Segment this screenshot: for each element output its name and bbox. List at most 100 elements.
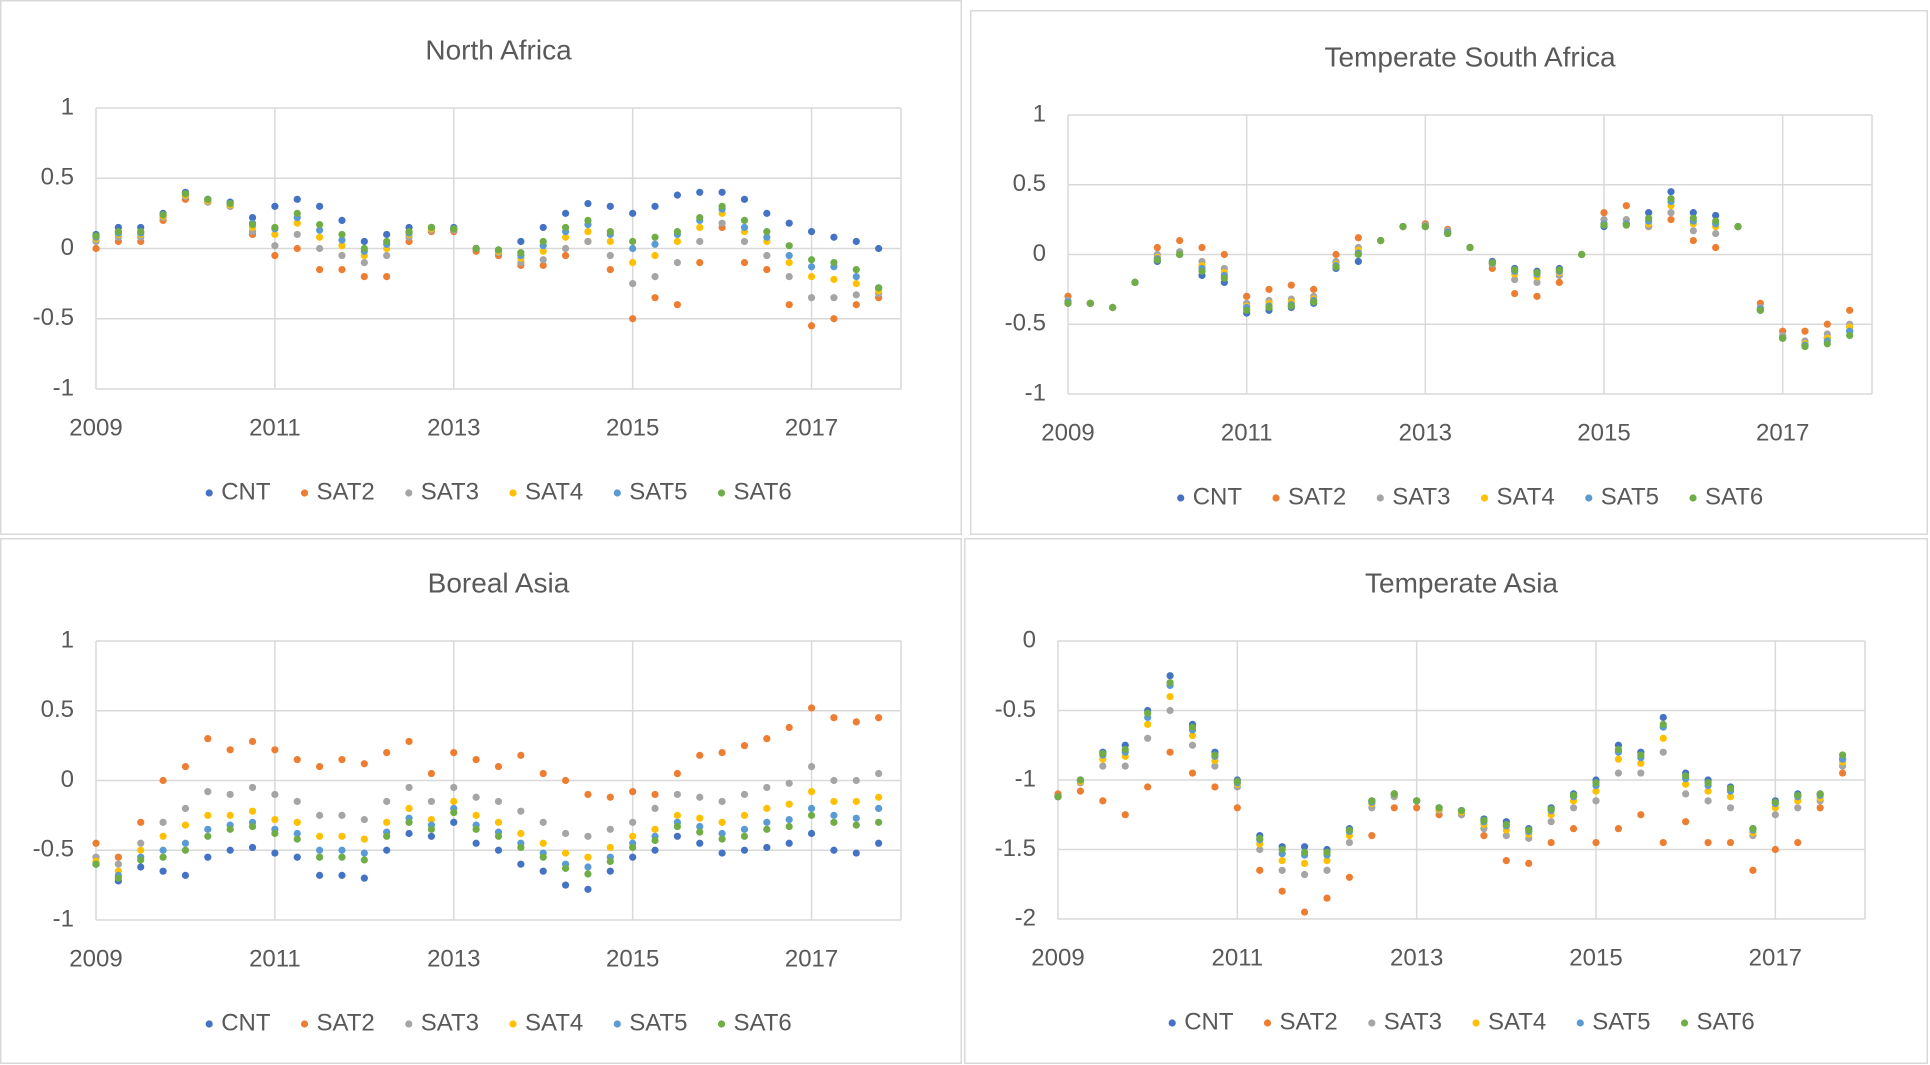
legend-marker	[1368, 1019, 1376, 1027]
data-point	[383, 818, 391, 826]
data-point	[718, 797, 726, 806]
data-point	[561, 881, 570, 889]
chart-panel: Temperate South Africa -1 -0.5 0 0.5 1 2009 201…	[970, 10, 1928, 535]
data-point	[561, 776, 570, 785]
data-point	[1771, 798, 1779, 806]
data-point	[1637, 811, 1645, 819]
data-point	[875, 714, 883, 722]
data-point	[584, 885, 592, 893]
legend-label: SAT6	[1705, 483, 1763, 510]
data-point	[1726, 793, 1735, 801]
data-point	[405, 783, 413, 792]
data-point	[584, 237, 592, 246]
chart-title: Temperate Asia	[1365, 567, 1558, 598]
data-point	[92, 860, 100, 868]
y-tick-label: 0	[61, 766, 74, 793]
data-point	[629, 853, 637, 861]
data-point	[1176, 250, 1184, 259]
data-point	[1198, 243, 1206, 252]
data-point	[830, 294, 838, 302]
data-point	[1144, 783, 1152, 791]
data-point	[517, 807, 525, 815]
data-point	[1054, 793, 1062, 801]
data-point	[1704, 797, 1712, 805]
data-point	[606, 202, 614, 210]
data-point	[383, 251, 391, 260]
data-point	[763, 783, 771, 792]
data-point	[584, 832, 592, 840]
y-tick-label: -0.5	[1005, 310, 1046, 337]
data-point	[561, 849, 570, 857]
data-point	[383, 846, 391, 854]
data-point	[584, 870, 592, 878]
data-point	[293, 244, 301, 253]
data-point	[740, 846, 749, 854]
data-point	[1659, 838, 1667, 847]
data-point	[1794, 804, 1802, 812]
data-point	[1233, 777, 1241, 785]
data-point	[1622, 221, 1630, 229]
data-point	[1086, 299, 1094, 307]
data-point	[226, 825, 234, 833]
legend-label: SAT3	[421, 478, 479, 505]
data-point	[1689, 209, 1697, 217]
data-point	[1121, 811, 1129, 819]
data-point	[316, 853, 324, 861]
data-point	[405, 818, 413, 826]
legend-marker	[300, 489, 309, 497]
data-point	[338, 832, 346, 840]
data-point	[561, 209, 570, 217]
data-point	[1166, 748, 1174, 756]
data-point	[181, 846, 190, 854]
data-point	[204, 735, 212, 743]
data-point	[1838, 769, 1847, 777]
data-point	[293, 219, 301, 227]
data-point	[316, 265, 324, 274]
data-point	[517, 237, 525, 246]
data-point	[271, 829, 279, 838]
data-point	[629, 788, 637, 796]
data-point	[360, 874, 368, 882]
data-point	[517, 751, 525, 759]
data-point	[1502, 832, 1510, 840]
data-point	[427, 815, 436, 824]
data-point	[740, 237, 749, 246]
data-point	[1659, 720, 1667, 729]
data-point	[606, 843, 614, 852]
data-point	[1771, 845, 1779, 854]
data-point	[1166, 693, 1174, 701]
data-point	[1614, 755, 1623, 763]
legend-label: SAT5	[1592, 1008, 1650, 1035]
data-point	[316, 233, 324, 241]
data-point	[852, 776, 860, 785]
data-point	[248, 843, 257, 852]
data-point	[1712, 217, 1720, 225]
legend-marker	[1168, 1019, 1176, 1027]
legend-label: SAT3	[1384, 1008, 1442, 1035]
data-point	[763, 825, 771, 833]
legend-marker	[1680, 1019, 1689, 1027]
data-point	[1287, 302, 1295, 310]
data-point	[785, 815, 793, 824]
data-point	[584, 790, 592, 799]
data-point	[763, 804, 771, 813]
data-point	[427, 825, 436, 833]
data-point	[807, 228, 816, 236]
data-point	[1287, 281, 1295, 289]
data-point	[1533, 269, 1541, 277]
data-point	[651, 846, 659, 854]
data-point	[137, 839, 145, 847]
x-tick-label: 2015	[1569, 944, 1622, 971]
data-point	[696, 814, 704, 822]
data-point	[785, 800, 793, 808]
data-point	[137, 818, 145, 826]
panel-frame	[964, 538, 1928, 1064]
x-tick-label: 2017	[785, 945, 838, 972]
data-point	[1659, 748, 1667, 756]
data-point	[740, 790, 749, 799]
data-point	[606, 228, 614, 236]
data-point	[1794, 791, 1802, 799]
data-point	[316, 244, 324, 253]
data-point	[584, 199, 592, 208]
data-point	[539, 237, 547, 246]
